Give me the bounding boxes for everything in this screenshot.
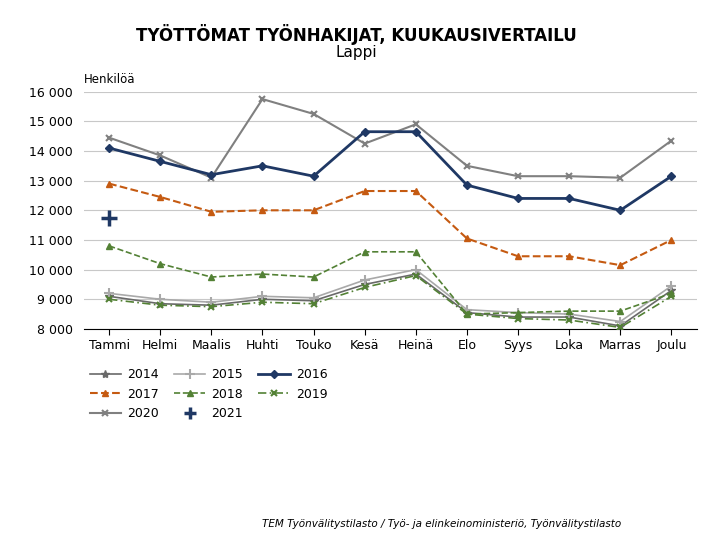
2015 — [514, 309, 523, 316]
2020 — [565, 173, 573, 179]
2016 — [258, 163, 267, 169]
2018 — [207, 274, 216, 280]
Line: 2015: 2015 — [104, 265, 676, 326]
2019 — [667, 293, 676, 300]
2017 — [616, 262, 624, 269]
2016 — [463, 182, 471, 189]
Text: Henkilöä: Henkilöä — [83, 73, 135, 86]
2019 — [105, 296, 113, 302]
2017 — [207, 209, 216, 215]
2014 — [207, 302, 216, 309]
2019 — [309, 301, 318, 307]
Line: 2020: 2020 — [105, 96, 675, 181]
2019 — [463, 311, 471, 317]
2020 — [156, 152, 164, 159]
2014 — [258, 296, 267, 302]
2014 — [616, 323, 624, 329]
2020 — [258, 96, 267, 103]
2019 — [616, 324, 624, 331]
2014 — [514, 314, 523, 320]
2014 — [309, 297, 318, 304]
2016 — [207, 171, 216, 178]
2015 — [156, 296, 164, 302]
2017 — [514, 253, 523, 260]
2019 — [360, 284, 369, 290]
2018 — [360, 249, 369, 255]
2015 — [616, 318, 624, 325]
Line: 2018: 2018 — [106, 243, 674, 317]
2016 — [156, 158, 164, 164]
2015 — [207, 299, 216, 305]
2020 — [463, 163, 471, 169]
2014 — [667, 287, 676, 294]
2015 — [412, 266, 420, 273]
2019 — [412, 272, 420, 279]
2017 — [412, 188, 420, 194]
2020 — [667, 137, 676, 144]
2014 — [156, 301, 164, 307]
2017 — [667, 237, 676, 243]
2015 — [463, 307, 471, 313]
2014 — [360, 281, 369, 288]
2017 — [105, 180, 113, 187]
Legend: 2014, 2017, 2020, 2015, 2018, 2021, 2016, 2019: 2014, 2017, 2020, 2015, 2018, 2021, 2016… — [90, 368, 328, 420]
2018 — [463, 311, 471, 317]
2018 — [105, 242, 113, 249]
2015 — [667, 282, 676, 289]
Line: 2016: 2016 — [106, 129, 674, 213]
2020 — [309, 111, 318, 117]
Line: 2017: 2017 — [106, 181, 674, 268]
2014 — [412, 271, 420, 277]
2019 — [258, 299, 267, 305]
2015 — [360, 277, 369, 283]
2018 — [667, 290, 676, 296]
2017 — [463, 235, 471, 242]
2016 — [565, 195, 573, 202]
Text: TEM Työnvälitystilasto / Työ- ja elinkeinoministeriö, Työnvälitystilasto: TEM Työnvälitystilasto / Työ- ja elinkei… — [262, 519, 621, 529]
2014 — [565, 314, 573, 320]
2016 — [360, 129, 369, 135]
2018 — [309, 274, 318, 280]
2019 — [565, 317, 573, 323]
2015 — [258, 293, 267, 300]
Text: Lappi: Lappi — [335, 45, 377, 60]
2018 — [565, 308, 573, 315]
2017 — [309, 207, 318, 214]
2018 — [412, 249, 420, 255]
2017 — [360, 188, 369, 194]
Text: TYÖTTÖMAT TYÖNHAKIJAT, KUUKAUSIVERTAILU: TYÖTTÖMAT TYÖNHAKIJAT, KUUKAUSIVERTAILU — [135, 24, 577, 45]
2020 — [514, 173, 523, 179]
2014 — [105, 293, 113, 300]
2020 — [360, 140, 369, 147]
Line: 2019: 2019 — [105, 272, 675, 331]
2016 — [105, 145, 113, 151]
2017 — [156, 194, 164, 200]
2016 — [616, 207, 624, 214]
2016 — [412, 129, 420, 135]
2019 — [156, 302, 164, 309]
2016 — [514, 195, 523, 202]
2016 — [667, 173, 676, 179]
2018 — [616, 308, 624, 315]
2020 — [412, 121, 420, 128]
2014 — [463, 309, 471, 316]
2019 — [514, 316, 523, 322]
2019 — [207, 303, 216, 310]
2018 — [156, 261, 164, 267]
2016 — [309, 173, 318, 179]
2020 — [616, 175, 624, 181]
2015 — [309, 295, 318, 301]
2020 — [207, 175, 216, 181]
2018 — [514, 309, 523, 316]
Line: 2014: 2014 — [105, 270, 676, 330]
2017 — [565, 253, 573, 260]
2018 — [258, 271, 267, 277]
2020 — [105, 135, 113, 141]
2017 — [258, 207, 267, 214]
2015 — [565, 311, 573, 317]
2015 — [105, 290, 113, 296]
